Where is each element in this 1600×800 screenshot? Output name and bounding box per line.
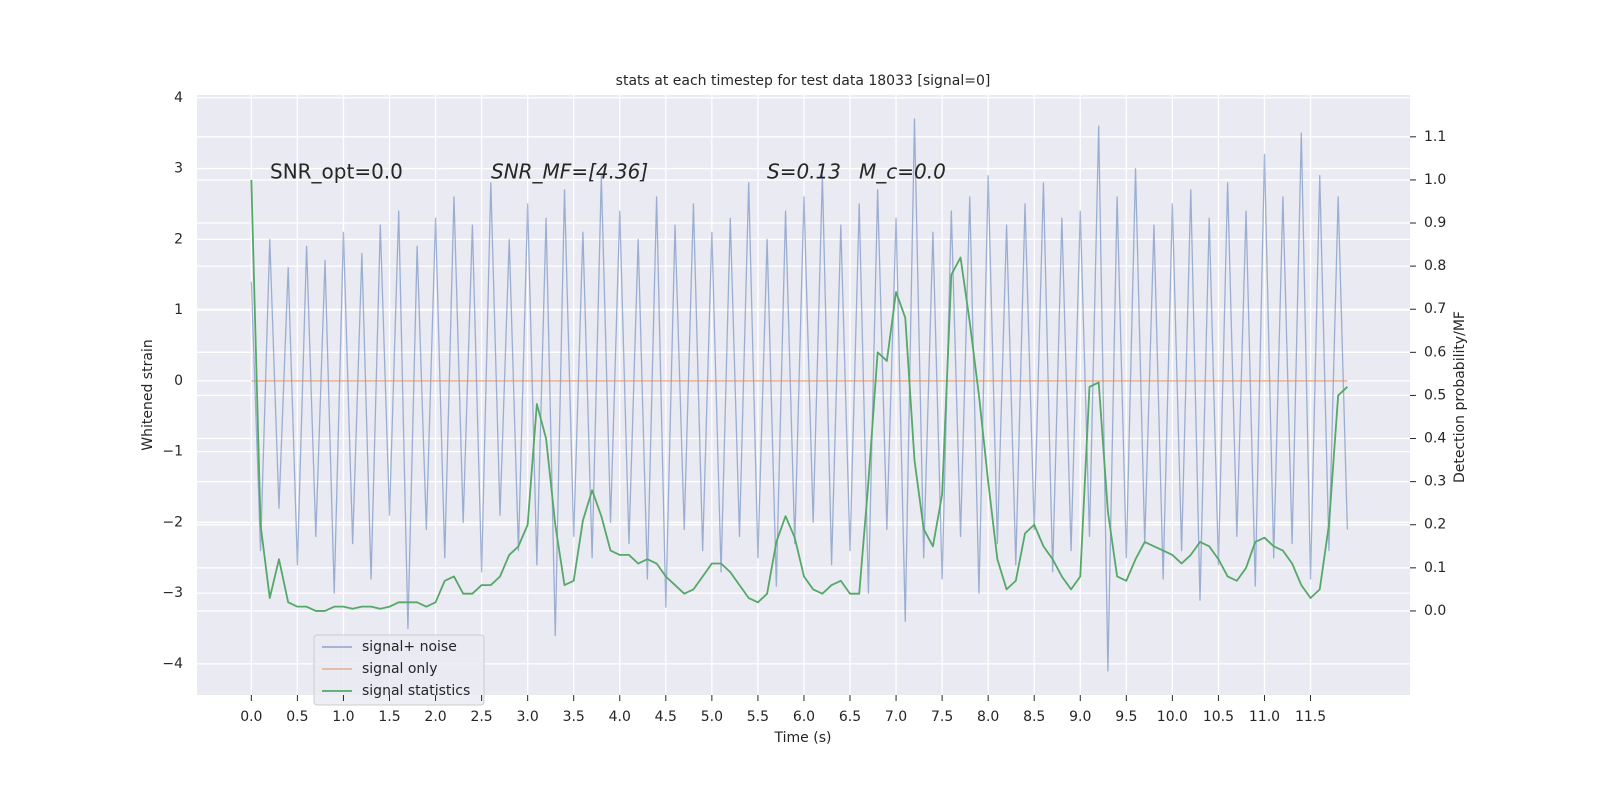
annotation: M_c=0.0 [859,160,946,184]
y2-tick-label: 0.6 [1424,344,1446,360]
y-tick-label: 1 [174,302,183,318]
x-tick-label: 7.5 [931,709,953,725]
x-tick-label: 6.0 [793,709,815,725]
y2-tick-label: 0.2 [1424,517,1446,533]
x-tick-label: 11.0 [1249,709,1280,725]
legend-label: signal statistics [362,683,470,699]
legend-box [313,634,485,706]
y-tick-label: 3 [174,161,183,177]
y-axis-label: Whitened strain [140,339,156,450]
y2-tick-label: 0.8 [1424,258,1446,274]
x-tick-label: 3.5 [563,709,585,725]
x-tick-label: 11.5 [1295,709,1326,725]
y-tick-label: −3 [162,585,183,601]
x-tick-label: 0.5 [286,709,308,725]
x-tick-label: 4.5 [655,709,677,725]
y2-tick-label: 0.1 [1424,560,1446,576]
x-tick-label: 0.0 [240,709,262,725]
annotation: S=0.13 [767,160,841,184]
y2-tick-label: 0.7 [1424,301,1446,317]
legend-label: signal+ noise [362,639,457,655]
annotation: SNR_opt=0.0 [270,160,403,184]
y2-tick-label: 0.0 [1424,603,1446,619]
y-tick-label: 4 [174,90,183,106]
plot-area [250,118,1349,672]
legend: signal+ noise signal only signal statistic… [313,634,485,706]
x-tick-label: 1.0 [332,709,354,725]
x-axis-label: Time (s) [774,730,832,746]
x-tick-label: 4.0 [609,709,631,725]
series-line [250,179,1348,612]
x-tick-label: 2.0 [424,709,446,725]
y-tick-label: 2 [174,231,183,247]
legend-label: signal only [362,661,437,677]
x-tick-label: 2.5 [470,709,492,725]
x-tick-label: 3.0 [517,709,539,725]
y2-tick-label: 0.4 [1424,431,1446,447]
y-tick-label: 0 [174,373,183,389]
x-tick-label: 8.0 [977,709,999,725]
chart-title: stats at each timestep for test data 180… [616,73,991,89]
y2-tick-label: 0.9 [1424,215,1446,231]
annotation: SNR_MF=[4.36] [491,160,648,184]
x-tick-label: 10.0 [1157,709,1188,725]
x-tick-label: 8.5 [1023,709,1045,725]
y-tick-label: −1 [162,444,183,460]
y2-tick-label: 0.5 [1424,387,1446,403]
grid [197,95,1410,695]
series-line [250,118,1349,672]
x-tick-label: 9.0 [1069,709,1091,725]
x-tick-label: 5.5 [747,709,769,725]
y2-tick-label: 1.1 [1424,129,1446,145]
x-tick-label: 9.5 [1115,709,1137,725]
y-tick-label: −4 [162,656,183,672]
y2-tick-label: 0.3 [1424,474,1446,490]
y2-tick-label: 1.0 [1424,172,1446,188]
x-tick-label: 6.5 [839,709,861,725]
x-tick-label: 5.0 [701,709,723,725]
y-tick-label: −2 [162,514,183,530]
x-tick-label: 7.0 [885,709,907,725]
x-tick-label: 1.5 [378,709,400,725]
x-tick-label: 10.5 [1203,709,1234,725]
y2-axis-label: Detection probability/MF [1452,311,1468,483]
